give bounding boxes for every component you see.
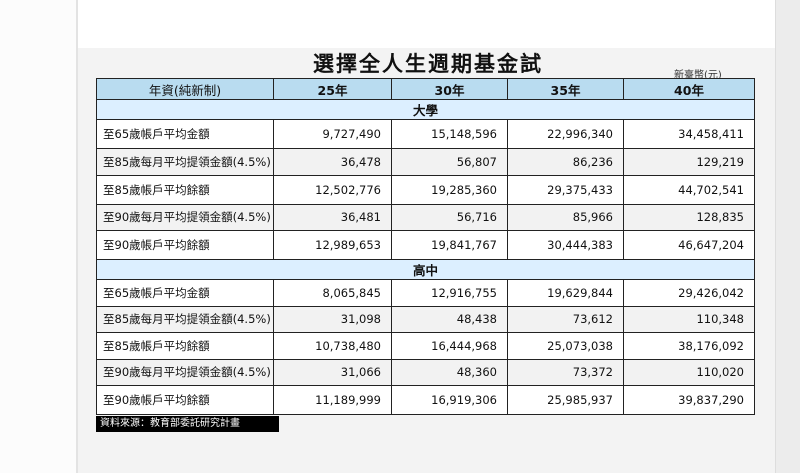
row-label: 至85歲帳戶平均餘額 — [96, 174, 274, 205]
section-university: 大學 — [96, 99, 755, 120]
row-label: 至90歲每月平均提領金額(4.5%) — [96, 358, 274, 386]
left-border — [76, 0, 78, 473]
right-scroll-area — [775, 0, 800, 473]
cell-value: 34,458,411 — [623, 119, 755, 149]
row-label: 至90歲帳戶平均餘額 — [96, 385, 274, 415]
cell-value: 36,478 — [273, 148, 392, 176]
cell-value: 31,066 — [273, 358, 392, 386]
cell-value: 110,348 — [623, 305, 755, 333]
cell-value: 36,481 — [273, 203, 392, 231]
cell-value: 30,444,383 — [507, 230, 624, 260]
section-label: 高中 — [96, 259, 755, 280]
cell-value: 22,996,340 — [507, 119, 624, 149]
header-25-years: 25年 — [273, 78, 392, 100]
table-row: 至90歲帳戶平均餘額 11,189,999 16,919,306 25,985,… — [96, 385, 755, 415]
table-row: 至65歲帳戶平均金額 8,065,845 12,916,755 19,629,8… — [96, 279, 755, 307]
header-30-years: 30年 — [391, 78, 508, 100]
cell-value: 12,502,776 — [273, 174, 392, 205]
cell-value: 73,612 — [507, 305, 624, 333]
table-row: 至65歲帳戶平均金額 9,727,490 15,148,596 22,996,3… — [96, 119, 755, 149]
cell-value: 9,727,490 — [273, 119, 392, 149]
cell-value: 25,985,937 — [507, 385, 624, 415]
row-label: 至65歲帳戶平均金額 — [96, 119, 274, 149]
cell-value: 19,629,844 — [507, 279, 624, 307]
cell-value: 31,098 — [273, 305, 392, 333]
cell-value: 19,285,360 — [391, 174, 508, 205]
cell-value: 39,837,290 — [623, 385, 755, 415]
currency-unit: 新臺幣(元) — [674, 70, 722, 81]
cell-value: 38,176,092 — [623, 332, 755, 360]
cell-value: 16,919,306 — [391, 385, 508, 415]
table-row: 至90歲每月平均提領金額(4.5%) 31,066 48,360 73,372 … — [96, 358, 755, 386]
cell-value: 8,065,845 — [273, 279, 392, 307]
section-label: 大學 — [96, 99, 755, 120]
cell-value: 16,444,968 — [391, 332, 508, 360]
data-source-note: 資料來源：教育部委託研究計畫 — [96, 416, 279, 432]
cell-value: 110,020 — [623, 358, 755, 386]
section-high-school: 高中 — [96, 259, 755, 280]
cell-value: 86,236 — [507, 148, 624, 176]
row-label: 至85歲每月平均提領金額(4.5%) — [96, 305, 274, 333]
cell-value: 44,702,541 — [623, 174, 755, 205]
left-margin — [0, 0, 76, 473]
table-row: 至85歲帳戶平均餘額 10,738,480 16,444,968 25,073,… — [96, 332, 755, 360]
row-label: 至90歲帳戶平均餘額 — [96, 230, 274, 260]
cell-value: 48,360 — [391, 358, 508, 386]
header-row: 年資(純新制) 25年 30年 35年 40年 — [96, 78, 755, 100]
header-40-years: 40年 — [623, 78, 755, 100]
table-row: 至85歲每月平均提領金額(4.5%) 36,478 56,807 86,236 … — [96, 148, 755, 176]
table-row: 至90歲帳戶平均餘額 12,989,653 19,841,767 30,444,… — [96, 230, 755, 260]
cell-value: 12,989,653 — [273, 230, 392, 260]
header-seniority: 年資(純新制) — [96, 78, 274, 100]
cell-value: 11,189,999 — [273, 385, 392, 415]
row-label: 至90歲每月平均提領金額(4.5%) — [96, 203, 274, 231]
fund-simulation-table: 年資(純新制) 25年 30年 35年 40年 大學 至65歲帳戶平均金額 9,… — [96, 78, 755, 415]
cell-value: 73,372 — [507, 358, 624, 386]
cell-value: 56,807 — [391, 148, 508, 176]
cell-value: 10,738,480 — [273, 332, 392, 360]
cell-value: 129,219 — [623, 148, 755, 176]
cell-value: 12,916,755 — [391, 279, 508, 307]
cell-value: 56,716 — [391, 203, 508, 231]
cell-value: 15,148,596 — [391, 119, 508, 149]
table-row: 至85歲每月平均提領金額(4.5%) 31,098 48,438 73,612 … — [96, 305, 755, 333]
table-row: 至90歲每月平均提領金額(4.5%) 36,481 56,716 85,966 … — [96, 203, 755, 231]
cell-value: 48,438 — [391, 305, 508, 333]
cell-value: 29,375,433 — [507, 174, 624, 205]
table-row: 至85歲帳戶平均餘額 12,502,776 19,285,360 29,375,… — [96, 174, 755, 205]
cell-value: 19,841,767 — [391, 230, 508, 260]
row-label: 至85歲每月平均提領金額(4.5%) — [96, 148, 274, 176]
cell-value: 46,647,204 — [623, 230, 755, 260]
header-35-years: 35年 — [507, 78, 624, 100]
cell-value: 85,966 — [507, 203, 624, 231]
cell-value: 25,073,038 — [507, 332, 624, 360]
row-label: 至65歲帳戶平均金額 — [96, 279, 274, 307]
fund-table-figure: 選擇全人生週期基金試算 新臺幣(元) 年資(純新制) 25年 30年 35年 4… — [78, 48, 775, 473]
cell-value: 128,835 — [623, 203, 755, 231]
row-label: 至85歲帳戶平均餘額 — [96, 332, 274, 360]
cell-value: 29,426,042 — [623, 279, 755, 307]
